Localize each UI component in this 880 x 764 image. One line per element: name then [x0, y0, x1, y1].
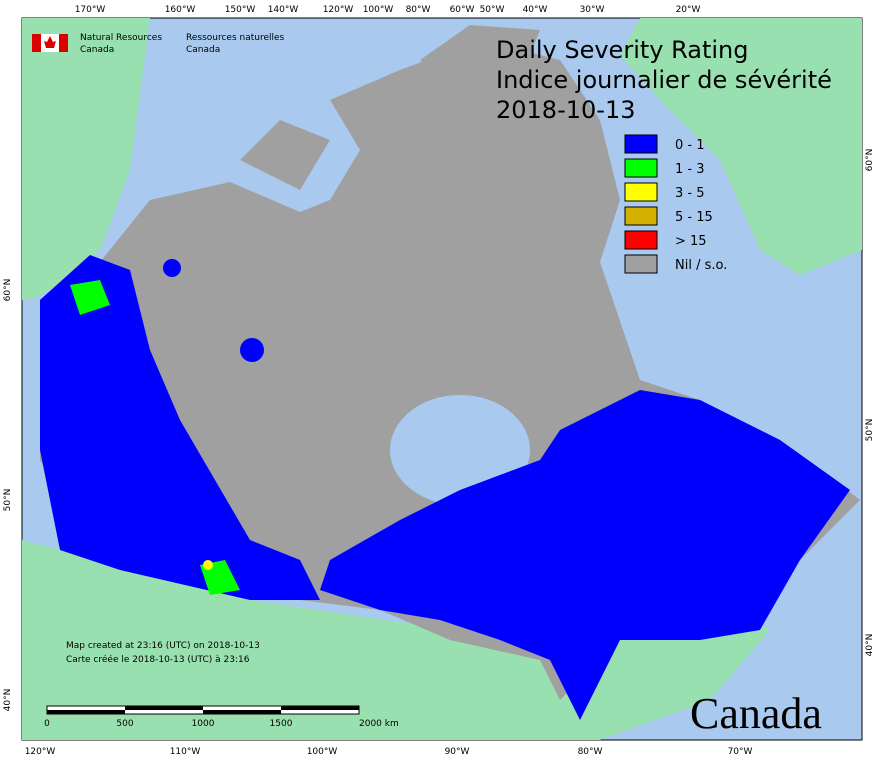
graticule-labels: 170°W 160°W 150°W 140°W 120°W 100°W 80°W 60°W 50… [3, 5, 875, 757]
right-label: 40°N [865, 634, 875, 657]
scale-label: 1000 [192, 719, 215, 729]
top-label: 140°W [268, 5, 299, 15]
scale-label: 1500 [270, 719, 293, 729]
date: 2018-10-13 [496, 96, 635, 124]
legend-label: 0 - 1 [675, 138, 705, 153]
right-label: 60°N [865, 149, 875, 172]
left-label: 60°N [3, 279, 13, 302]
bottom-label: 90°W [445, 747, 470, 757]
top-label: 100°W [363, 5, 394, 15]
top-label: 20°W [676, 5, 701, 15]
scale-bar [46, 705, 360, 715]
scale-label: 0 [44, 719, 50, 729]
top-label: 40°W [523, 5, 548, 15]
title: Daily Severity Rating [496, 36, 748, 64]
left-label: 50°N [3, 489, 13, 512]
scale-labels: 0 500 1000 1500 2000 km [44, 719, 399, 729]
top-label: 150°W [225, 5, 256, 15]
legend-swatch [624, 158, 658, 178]
legend-label: 5 - 15 [675, 210, 713, 225]
wordmark: Canada [690, 689, 822, 738]
top-label: 160°W [165, 5, 196, 15]
top-label: 170°W [75, 5, 106, 15]
subtitle: Indice journalier de sévérité [496, 66, 832, 94]
top-label: 60°W [450, 5, 475, 15]
agency-text: Canada [186, 45, 220, 55]
agency-text: Canada [80, 45, 114, 55]
legend-label: > 15 [675, 234, 707, 249]
bottom-label: 70°W [728, 747, 753, 757]
bottom-label: 80°W [578, 747, 603, 757]
legend-label: 3 - 5 [675, 186, 705, 201]
bottom-label: 120°W [25, 747, 56, 757]
legend-swatch [624, 134, 658, 154]
legend: 0 - 1 1 - 3 3 - 5 5 - 15 > 15 Nil / s.o. [624, 134, 727, 274]
map-land [22, 18, 862, 740]
bottom-label: 100°W [307, 747, 338, 757]
top-label: 50°W [480, 5, 505, 15]
agency-logo: Natural Resources Canada Ressources natu… [32, 33, 285, 55]
right-label: 50°N [865, 419, 875, 442]
left-label: 40°N [3, 689, 13, 712]
scale-label: 2000 km [359, 719, 399, 729]
legend-label: 1 - 3 [675, 162, 705, 177]
bottom-label: 110°W [170, 747, 201, 757]
agency-text: Ressources naturelles [186, 33, 285, 43]
legend-swatch [624, 206, 658, 226]
top-label: 30°W [580, 5, 605, 15]
agency-text: Natural Resources [80, 33, 162, 43]
legend-swatch [624, 230, 658, 250]
scale-label: 500 [116, 719, 133, 729]
credit: Map created at 23:16 (UTC) on 2018-10-13 [66, 641, 260, 651]
legend-swatch [624, 182, 658, 202]
credit: Carte créée le 2018-10-13 (UTC) à 23:16 [66, 654, 250, 665]
legend-label: Nil / s.o. [675, 258, 727, 273]
top-label: 120°W [323, 5, 354, 15]
top-label: 80°W [406, 5, 431, 15]
legend-swatch [624, 254, 658, 274]
